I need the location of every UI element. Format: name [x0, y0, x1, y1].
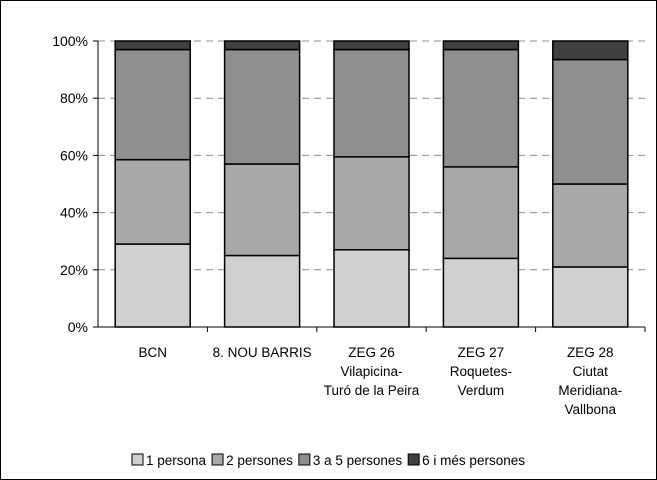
y-tick-label: 80%: [60, 90, 88, 106]
y-tick-label: 100%: [52, 33, 88, 49]
legend-label: 1 persona: [146, 453, 207, 468]
x-tick-label: Verdum: [458, 383, 505, 398]
bar-segment-3: [223, 48, 301, 165]
x-tick-label: ZEG 26: [348, 345, 395, 360]
bar-segment-1: [223, 254, 301, 328]
y-tick-labels: 0% 20% 40% 60% 80% 100%: [52, 33, 88, 335]
y-tick-label: 0%: [68, 319, 88, 335]
bar-segment-2: [442, 166, 520, 260]
legend-label: 6 i més persones: [422, 453, 525, 468]
bar-segment-4: [223, 40, 301, 51]
bar-segment-2: [223, 163, 301, 257]
legend-swatch: [211, 453, 224, 466]
x-tick-label: Vallbona: [565, 402, 617, 417]
bar-segment-4: [114, 40, 191, 51]
y-tick-label: 20%: [60, 262, 88, 278]
bar-segment-4: [442, 40, 520, 51]
x-tick-label: ZEG 28: [567, 345, 614, 360]
bar-segment-3: [114, 48, 191, 161]
bars: [114, 40, 629, 328]
x-tick-label: Vilapicina-: [340, 364, 402, 379]
x-tick-label: Roquetes-: [450, 364, 512, 379]
x-tick-label: BCN: [138, 345, 167, 360]
bar-segment-3: [552, 58, 629, 185]
bar-segment-2: [552, 183, 629, 268]
legend-swatch: [298, 453, 311, 466]
legend: 1 persona 2 persones 3 a 5 persones 6 i més…: [131, 453, 525, 468]
bar-segment-3: [442, 48, 520, 168]
x-tick-label: 8. NOU BARRIS: [213, 345, 312, 360]
x-tick-label: Meridiana-: [558, 383, 622, 398]
y-tick-label: 40%: [60, 205, 88, 221]
x-tick-labels: BCN 8. NOU BARRIS ZEG 26 Vilapicina- Turó de…: [138, 345, 622, 417]
x-tick-label: Ciutat: [573, 364, 609, 379]
bar-segment-3: [333, 48, 410, 158]
x-tick-label: ZEG 27: [458, 345, 505, 360]
legend-swatch: [407, 453, 420, 466]
legend-swatch: [131, 453, 144, 466]
bar-segment-1: [114, 243, 191, 328]
bar-segment-1: [333, 249, 410, 328]
bar-segment-2: [333, 156, 410, 251]
legend-label: 3 a 5 persones: [313, 453, 403, 468]
legend-label: 2 persones: [226, 453, 293, 468]
bar-segment-1: [442, 257, 520, 328]
bar-segment-1: [552, 266, 629, 328]
bar-segment-2: [114, 158, 191, 245]
x-tick-label: Turó de la Peira: [324, 383, 420, 398]
axes: [93, 40, 646, 332]
bar-segment-4: [333, 40, 410, 51]
bar-segment-4: [552, 40, 629, 61]
y-tick-label: 60%: [60, 147, 88, 163]
